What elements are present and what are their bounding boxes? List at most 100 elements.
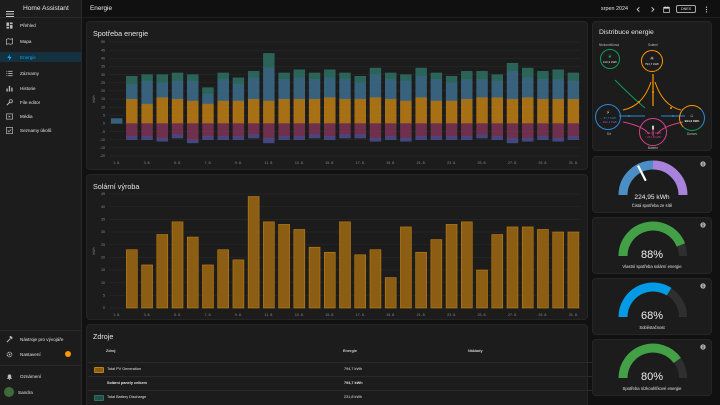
sidebar-item-user[interactable]: Sandra	[0, 387, 81, 397]
source-energy: 231,8 kWh	[344, 395, 363, 399]
bar-segment	[308, 123, 321, 136]
solar-value: 794,7 kWh	[644, 62, 660, 66]
bar-segment	[567, 72, 580, 82]
bar-segment	[232, 136, 245, 140]
sidebar-item-logbook[interactable]: Záznamy	[0, 68, 81, 78]
bar-segment	[308, 79, 321, 100]
sidebar-item-energy[interactable]: Energie	[0, 52, 81, 62]
solar-title: Solární výroba	[93, 182, 140, 191]
grid-node[interactable]: ⚡ ← 87,7 kWh → 222,1 kWh	[595, 104, 621, 130]
sidebar-item-developer-tools[interactable]: Nástroje pro vývojáře	[0, 334, 81, 344]
menu-icon[interactable]	[6, 5, 14, 17]
info-icon[interactable]	[700, 222, 706, 228]
bar	[141, 264, 153, 309]
sidebar-item-map[interactable]: Mapa	[0, 36, 81, 46]
sidebar-item-notifications[interactable]: Oznámení	[0, 371, 81, 381]
sidebar-item-overview[interactable]: Přehled	[0, 20, 81, 30]
bar-segment	[537, 79, 549, 100]
sidebar-item-file-editor[interactable]: File editor	[0, 97, 81, 107]
sidebar-item-todo[interactable]: Seznamy úkolů	[0, 125, 81, 135]
bar	[339, 221, 351, 309]
bar-segment	[217, 136, 229, 140]
solar-chart: 45 40 35 30 25 20 15 10 5 0 kWh 1. 8. 3. 8. 5. 8. 7. 8…	[92, 192, 581, 317]
bar-segment	[567, 98, 580, 124]
x-tick-label: 11. 8.	[265, 161, 274, 165]
bar-segment	[171, 123, 184, 136]
today-button[interactable]: DNES	[676, 5, 696, 13]
bar-segment	[461, 98, 473, 124]
bar-segment	[308, 98, 321, 124]
bar-segment	[126, 84, 138, 100]
y-tick-label: 30	[101, 73, 105, 77]
bar-segment	[324, 69, 336, 79]
chevron-left-icon[interactable]	[634, 5, 642, 13]
y-tick-label: -20	[100, 154, 105, 158]
bar-segment	[126, 76, 138, 85]
y-tick-label: 20	[101, 256, 105, 260]
bar-segment	[278, 98, 290, 124]
gauge-label: Soběstačnost	[639, 325, 665, 330]
home-node[interactable]: ⌂ 994,2 kWh	[679, 105, 705, 131]
energy-consumption-card: Spotřeba energie 50 45 40 35 30 25 20 15 10 5 0 -5-…	[86, 21, 588, 170]
bar-segment	[491, 80, 503, 98]
media-icon	[6, 113, 13, 120]
header-cost: Náklady	[468, 349, 483, 353]
y-tick-label: -5	[102, 130, 105, 134]
sidebar-item-settings[interactable]: Nastavení	[0, 349, 81, 359]
bar-segment	[445, 123, 458, 137]
calendar-icon[interactable]	[662, 5, 670, 13]
bar-segment	[567, 80, 580, 100]
solar-label: Solární	[647, 43, 659, 47]
bar-segment	[491, 123, 503, 137]
info-icon[interactable]	[700, 344, 706, 350]
bar-segment	[232, 123, 245, 137]
bar-segment	[324, 97, 336, 124]
bar-segment	[354, 98, 366, 124]
battery-out-value: ↑ 231,8 kWh	[644, 135, 662, 139]
fossil-node[interactable]: ❦ 110,3 kWh	[600, 49, 620, 69]
bar	[476, 269, 488, 309]
hammer-icon	[6, 335, 13, 343]
solar-node[interactable]: ☀ 794,7 kWh	[641, 50, 663, 72]
info-icon[interactable]	[700, 283, 706, 289]
low-carbon-gauge-card: 80% Spotřeba nízkouhlíkové energie	[592, 339, 712, 396]
more-vert-icon[interactable]	[702, 5, 710, 13]
bar-segment	[384, 123, 397, 137]
x-tick-label: 17. 8.	[356, 313, 365, 317]
bar-segment	[232, 77, 245, 85]
bar-segment	[461, 71, 473, 80]
bar-segment	[506, 71, 519, 100]
x-tick-label: 13. 8.	[295, 161, 304, 165]
y-tick-label: 35	[101, 218, 105, 222]
chevron-right-icon[interactable]	[648, 5, 656, 13]
sidebar-item-history[interactable]: Historie	[0, 83, 81, 93]
info-icon[interactable]	[700, 161, 706, 167]
bar-segment	[567, 136, 580, 140]
bar-segment	[506, 123, 519, 139]
bar-segment	[384, 136, 397, 140]
sidebar-item-media[interactable]: Média	[0, 111, 81, 121]
low-carbon-gauge	[618, 343, 688, 379]
bar-segment	[141, 80, 153, 105]
bar-segment	[278, 123, 290, 137]
bar-segment	[445, 136, 458, 140]
bar-segment	[217, 123, 229, 137]
notification-badge	[65, 351, 71, 357]
x-tick-label: 1. 8.	[113, 161, 120, 165]
sidebar-item-label: Nastavení	[20, 351, 41, 357]
bar-segment	[171, 134, 184, 139]
battery-node[interactable]: ▮ ↓ 231,7 kWh ↑ 231,8 kWh	[639, 118, 667, 146]
grid-in-value: ← 87,7 kWh	[599, 116, 617, 120]
bar-segment	[126, 123, 138, 137]
x-tick-label: 31. 8.	[569, 313, 578, 317]
x-tick-label: 3. 8.	[144, 313, 151, 317]
gauge-value: 68%	[640, 310, 664, 322]
table-row: Total PV Generation 794,7 kWh	[88, 362, 674, 375]
solar-self-consumption-gauge	[618, 221, 688, 257]
bar-segment	[217, 79, 229, 101]
sources-title: Zdroje	[93, 332, 114, 341]
bar-segment	[354, 76, 366, 83]
y-tick-label: 35	[101, 65, 105, 69]
bar-segment	[369, 123, 382, 139]
y-tick-label: 40	[101, 56, 105, 60]
